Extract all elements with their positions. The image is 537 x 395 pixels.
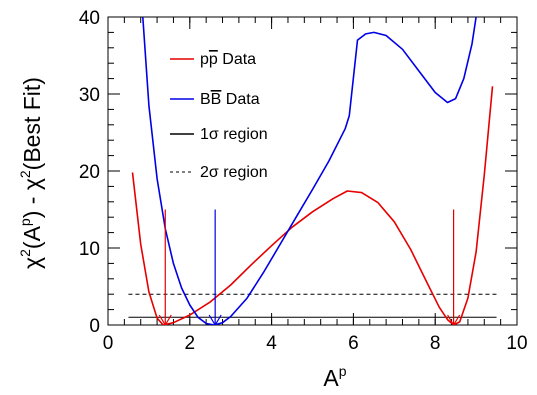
x-tick-label: 10 [506,333,527,354]
axis-ticks: 0 2 4 6 8 10 0 10 20 30 40 [79,8,528,354]
legend-label: pp Data [200,51,256,68]
legend: pp Data BB Data 1σ region 2σ region [170,51,268,181]
series-line [142,17,477,325]
y-tick-label: 40 [79,8,100,29]
legend-label: BB Data [200,91,260,108]
arrow-head [158,314,172,325]
plot-frame [107,16,518,326]
plot-area [107,16,518,326]
y-tick-label: 0 [89,316,100,337]
x-tick-label: 6 [348,333,359,354]
legend-label: 2σ region [200,164,268,181]
x-tick-label: 8 [430,333,441,354]
y-axis-title: χ2(Ap) - χ2(Best Fit) [17,77,45,269]
legend-label: 1σ region [200,126,268,143]
y-tick-label: 10 [79,239,100,260]
y-tick-label: 20 [79,162,100,183]
series-group [128,17,497,325]
arrow-head [447,314,461,325]
series-line [131,86,494,325]
y-tick-label: 30 [79,85,100,106]
x-tick-label: 2 [185,333,196,354]
arrow-head [208,314,222,325]
x-axis-title: Ap [323,363,346,391]
x-tick-label: 0 [103,333,114,354]
x-tick-label: 4 [266,333,277,354]
